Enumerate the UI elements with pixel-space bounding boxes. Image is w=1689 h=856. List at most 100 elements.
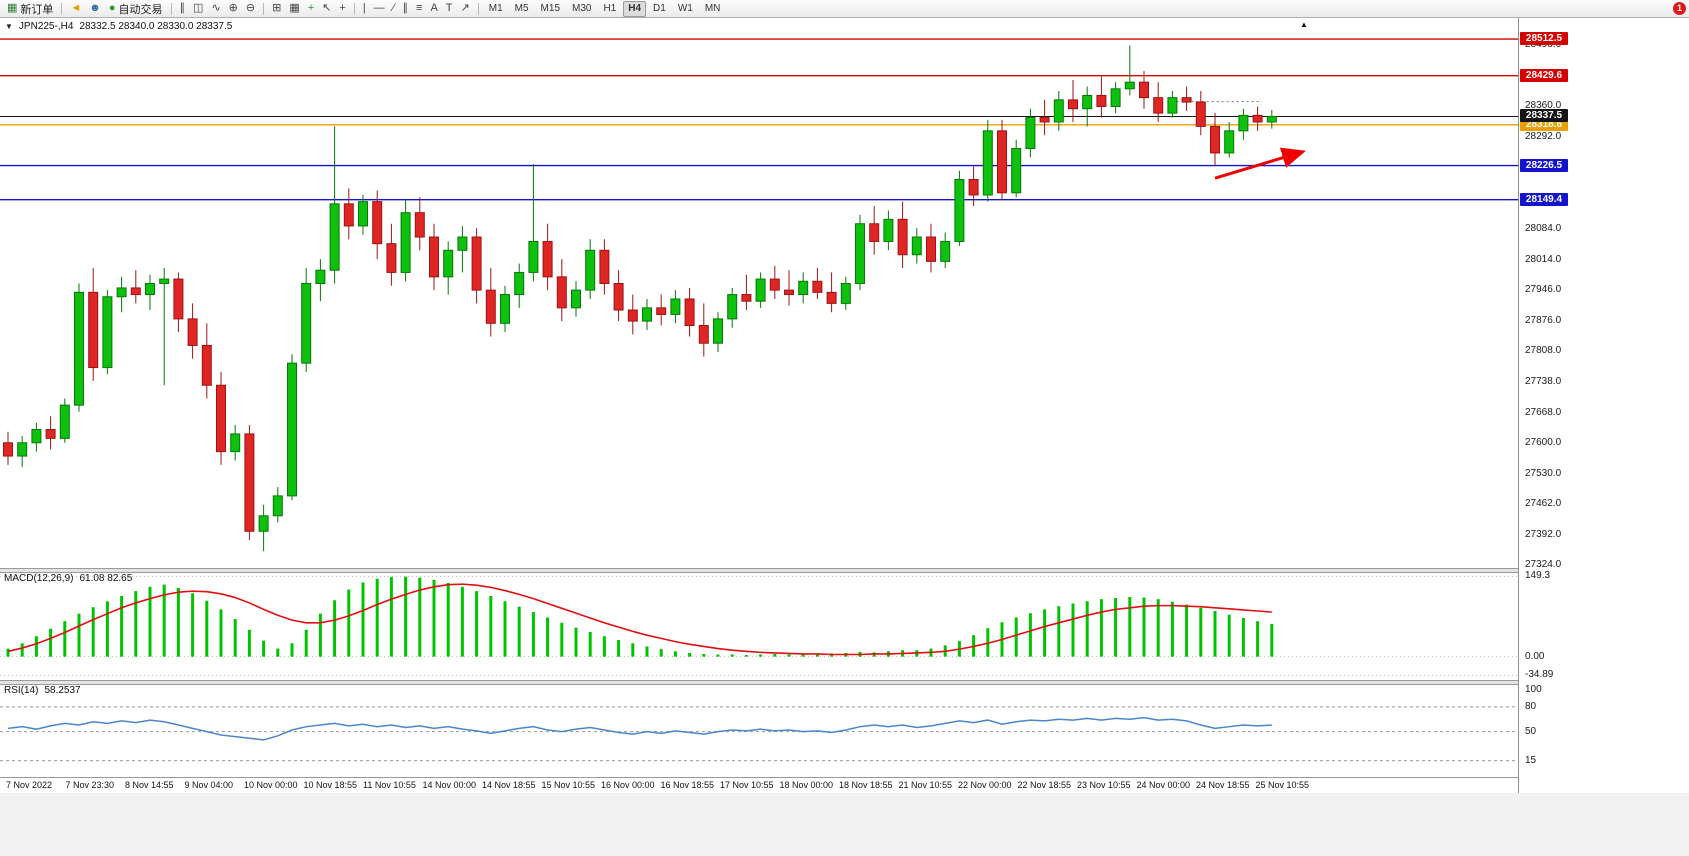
notification-badge[interactable]: 1 [1673, 2, 1686, 15]
price-label: 28360.0 [1525, 100, 1562, 112]
time-axis[interactable]: 7 Nov 2022 7 Nov 23:30 8 Nov 14:55 9 Nov 04… [0, 777, 1689, 794]
vertical-line-icon: | [362, 2, 366, 14]
rsi-axis-label: 100 [1525, 684, 1542, 696]
panel-separator[interactable] [0, 680, 1689, 685]
autotrading-button[interactable]: ● 自动交易 [106, 1, 166, 16]
horizontal-line-icon[interactable]: — [371, 1, 388, 16]
toolbar-separator [353, 2, 355, 15]
price-label: 27876.0 [1525, 314, 1562, 326]
time-label: 21 Nov 10:55 [898, 780, 953, 790]
window-bottom [0, 793, 1689, 856]
axis-separator [1518, 18, 1519, 793]
scroll-to-end-marker[interactable]: ▲ [1300, 20, 1308, 29]
timeframe-mn[interactable]: MN [704, 2, 721, 14]
bar-chart-icon[interactable]: ∥ [177, 1, 189, 16]
price-badge: 28226.5 [1520, 158, 1568, 172]
fibonacci-icon[interactable]: ≡ [413, 1, 425, 16]
tile-windows-icon[interactable]: ⊞ [269, 1, 284, 16]
time-label: 10 Nov 18:55 [303, 780, 358, 790]
line-chart-icon[interactable]: ∿ [208, 1, 223, 16]
time-label: 22 Nov 18:55 [1017, 780, 1072, 790]
time-label: 18 Nov 18:55 [839, 780, 893, 790]
main-chart-panel[interactable]: ▼ JPN225-,H4 28332.5 28340.0 28330.0 283… [0, 18, 1518, 568]
toolbar-separator [170, 2, 172, 15]
zoom-in-icon: ⊕ [228, 2, 238, 14]
macd-axis-label: 149.3 [1525, 570, 1551, 582]
time-label: 7 Nov 23:30 [65, 780, 115, 790]
timeframe-h4[interactable]: H4 [623, 0, 647, 17]
timeframe-d1[interactable]: D1 [653, 2, 666, 14]
price-badge: 28149.4 [1520, 192, 1568, 206]
macd-label: MACD(12,26,9) [4, 573, 74, 584]
candlestick-chart[interactable] [0, 18, 1518, 568]
trendline-icon[interactable]: ∕ [390, 1, 398, 16]
rsi-axis-label: 50 [1525, 725, 1537, 737]
cursor-icon[interactable]: ↖ [319, 1, 334, 16]
shapes-icon: ↗ [460, 2, 470, 14]
contacts-icon[interactable]: ☻ [86, 1, 104, 16]
rsi-chart[interactable] [0, 683, 1518, 777]
price-badge: 28429.6 [1520, 68, 1568, 82]
rsi-panel[interactable]: RSI(14) 58.2537 [0, 683, 1518, 777]
label-icon: T [445, 2, 453, 14]
horizontal-line-icon: — [373, 2, 385, 14]
channel-icon[interactable]: ∥ [400, 1, 412, 16]
symbol-dropdown-icon[interactable]: ▼ [5, 22, 13, 31]
text-icon[interactable]: A [427, 1, 440, 16]
time-label: 10 Nov 00:00 [244, 780, 298, 790]
vertical-line-icon[interactable]: | [360, 1, 369, 16]
text-icon: A [430, 2, 438, 14]
time-label: 22 Nov 00:00 [958, 780, 1012, 790]
rsi-axis-label: 15 [1525, 754, 1537, 766]
new-order-button[interactable]: ▦ 新订单 [4, 1, 56, 16]
symbol-title: JPN225-,H4 [18, 21, 74, 32]
time-label: 15 Nov 10:55 [541, 780, 596, 790]
time-label: 16 Nov 00:00 [601, 780, 655, 790]
indicators-icon[interactable]: + [305, 1, 317, 16]
timeframe-h1[interactable]: H1 [603, 2, 617, 14]
arrange-windows-icon[interactable]: ▦ [286, 1, 302, 16]
shapes-icon[interactable]: ↗ [458, 1, 473, 16]
toolbar-separator [263, 2, 265, 15]
price-label: 27808.0 [1525, 344, 1562, 356]
timeframe-m1[interactable]: M1 [488, 2, 503, 14]
time-label: 14 Nov 00:00 [422, 780, 477, 790]
time-label: 24 Nov 18:55 [1196, 780, 1250, 790]
price-label: 27324.0 [1525, 558, 1562, 570]
macd-header: MACD(12,26,9) 61.08 82.65 [4, 573, 132, 584]
sound-icon[interactable]: ◄ [67, 1, 84, 16]
time-label: 23 Nov 10:55 [1077, 780, 1131, 790]
panel-separator[interactable] [0, 568, 1689, 573]
time-label: 14 Nov 18:55 [482, 780, 536, 790]
candlestick-chart-icon: ◫ [193, 2, 204, 14]
autotrading-button-label: 自动交易 [118, 3, 163, 16]
line-chart-icon: ∿ [211, 2, 221, 14]
timeframe-m5[interactable]: M5 [514, 2, 529, 14]
candlestick-chart-icon[interactable]: ◫ [190, 1, 206, 16]
macd-panel[interactable]: MACD(12,26,9) 61.08 82.65 [0, 571, 1518, 680]
toolbar: ▦ 新订单 ◄ ☻ ● 自动交易 ∥ ◫ ∿ ⊕ ⊖ ⊞ ▦ + ↖ + | — ∕ ∥ ≡ A T ↗ M1 M5 M15 M30 H… [0, 0, 1689, 18]
rsi-axis-label: 80 [1525, 700, 1537, 712]
price-label: 27946.0 [1525, 283, 1562, 295]
timeframe-m15[interactable]: M15 [540, 2, 560, 14]
price-label: 28014.0 [1525, 253, 1562, 265]
price-label: 28292.0 [1525, 130, 1562, 142]
new-order-button-label: 新订单 [20, 3, 54, 16]
crosshair-icon[interactable]: + [336, 1, 348, 16]
timeframe-w1[interactable]: W1 [677, 2, 693, 14]
toolbar-separator [61, 2, 63, 15]
zoom-in-icon[interactable]: ⊕ [226, 1, 241, 16]
macd-chart[interactable] [0, 571, 1518, 680]
price-label: 27392.0 [1525, 528, 1562, 540]
price-axis[interactable]: 28498.028360.028292.028084.028014.027946… [1519, 18, 1689, 793]
cursor-icon: ↖ [322, 2, 332, 14]
chart-header: ▼ JPN225-,H4 28332.5 28340.0 28330.0 283… [5, 21, 232, 32]
timeframe-m30[interactable]: M30 [572, 2, 592, 14]
rsi-value: 58.2537 [44, 685, 81, 696]
price-label: 27738.0 [1525, 375, 1562, 387]
autotrading-button: ● [108, 2, 116, 14]
time-label: 9 Nov 04:00 [184, 780, 234, 790]
label-icon[interactable]: T [443, 1, 456, 16]
zoom-out-icon[interactable]: ⊖ [243, 1, 258, 16]
